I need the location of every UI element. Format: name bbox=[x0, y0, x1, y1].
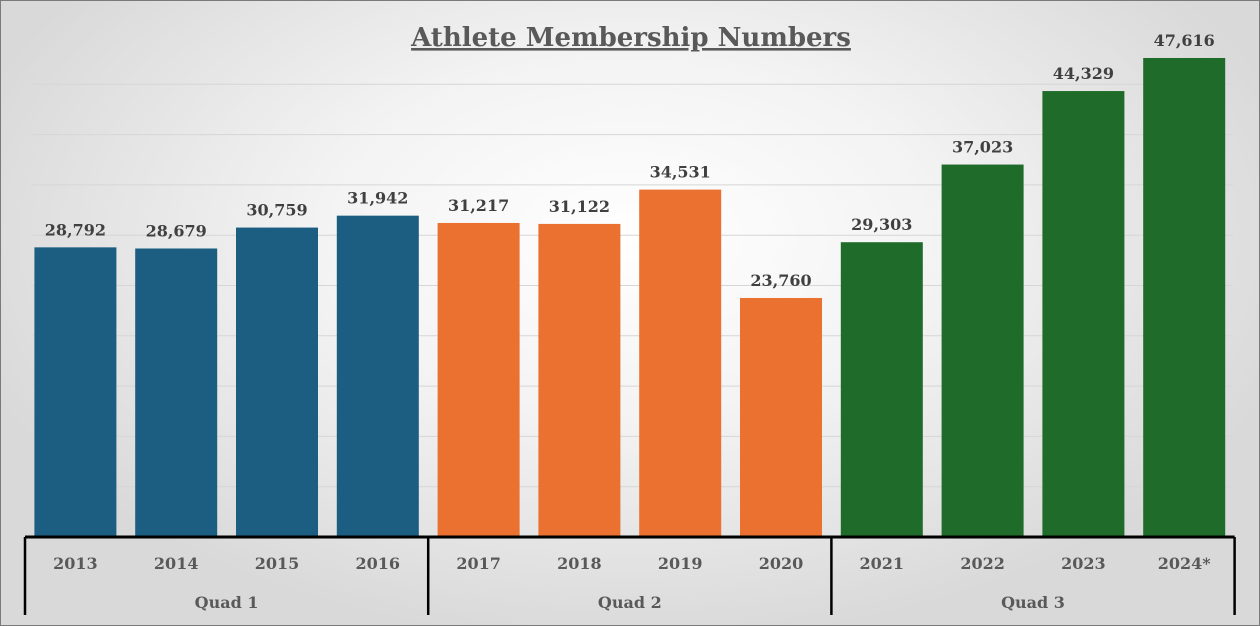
bar-2018 bbox=[538, 223, 621, 538]
x-tick-label: 2015 bbox=[255, 554, 300, 573]
x-tick-label: 2023 bbox=[1061, 554, 1106, 573]
x-tick-label: 2016 bbox=[356, 554, 401, 573]
bars bbox=[34, 57, 1226, 538]
x-tick-label: 2024* bbox=[1158, 554, 1212, 573]
category-axis: 2013 2014 2015 2016 2017 2018 2019 2020 2021 2022… bbox=[23, 535, 1236, 615]
gridlines bbox=[31, 83, 1233, 488]
value-label: 28,792 bbox=[45, 220, 106, 239]
value-label: 37,023 bbox=[952, 138, 1013, 157]
value-labels: 28,792 28,679 30,759 31,942 31,217 31,122 34,5… bbox=[45, 31, 1215, 290]
value-label: 44,329 bbox=[1053, 64, 1114, 83]
bar-2014 bbox=[135, 248, 218, 537]
bar-2015 bbox=[236, 227, 318, 537]
x-tick-label: 2017 bbox=[456, 554, 501, 573]
group-label: Quad 1 bbox=[195, 593, 259, 612]
x-tick-label: 2021 bbox=[860, 554, 905, 573]
value-label: 31,122 bbox=[549, 197, 610, 216]
bar-2013 bbox=[34, 247, 117, 537]
value-label: 23,760 bbox=[750, 271, 811, 290]
x-tick-label: 2022 bbox=[960, 554, 1005, 573]
bar-2024 bbox=[1143, 57, 1226, 538]
x-tick-label: 2019 bbox=[658, 554, 703, 573]
bar-2022 bbox=[941, 164, 1024, 537]
value-label: 47,616 bbox=[1154, 31, 1215, 50]
chart-title: Athlete Membership Numbers bbox=[410, 23, 851, 53]
bar-2020 bbox=[740, 297, 822, 537]
x-tick-label: 2013 bbox=[53, 554, 98, 573]
x-tick-label: 2018 bbox=[557, 554, 602, 573]
value-label: 30,759 bbox=[246, 201, 307, 220]
x-tick-label: 2020 bbox=[759, 554, 804, 573]
bar-2016 bbox=[336, 215, 419, 537]
value-label: 29,303 bbox=[851, 215, 912, 234]
bar-2021 bbox=[840, 242, 923, 537]
bar-2023 bbox=[1042, 91, 1125, 537]
value-label: 28,679 bbox=[146, 221, 207, 240]
group-label: Quad 2 bbox=[598, 593, 662, 612]
value-label: 31,217 bbox=[448, 196, 509, 215]
value-label: 34,531 bbox=[650, 163, 711, 182]
x-tick-label: 2014 bbox=[154, 554, 199, 573]
group-label: Quad 3 bbox=[1001, 593, 1065, 612]
bar-2017 bbox=[437, 222, 520, 538]
bar-2019 bbox=[639, 189, 722, 537]
value-label: 31,942 bbox=[347, 189, 408, 208]
